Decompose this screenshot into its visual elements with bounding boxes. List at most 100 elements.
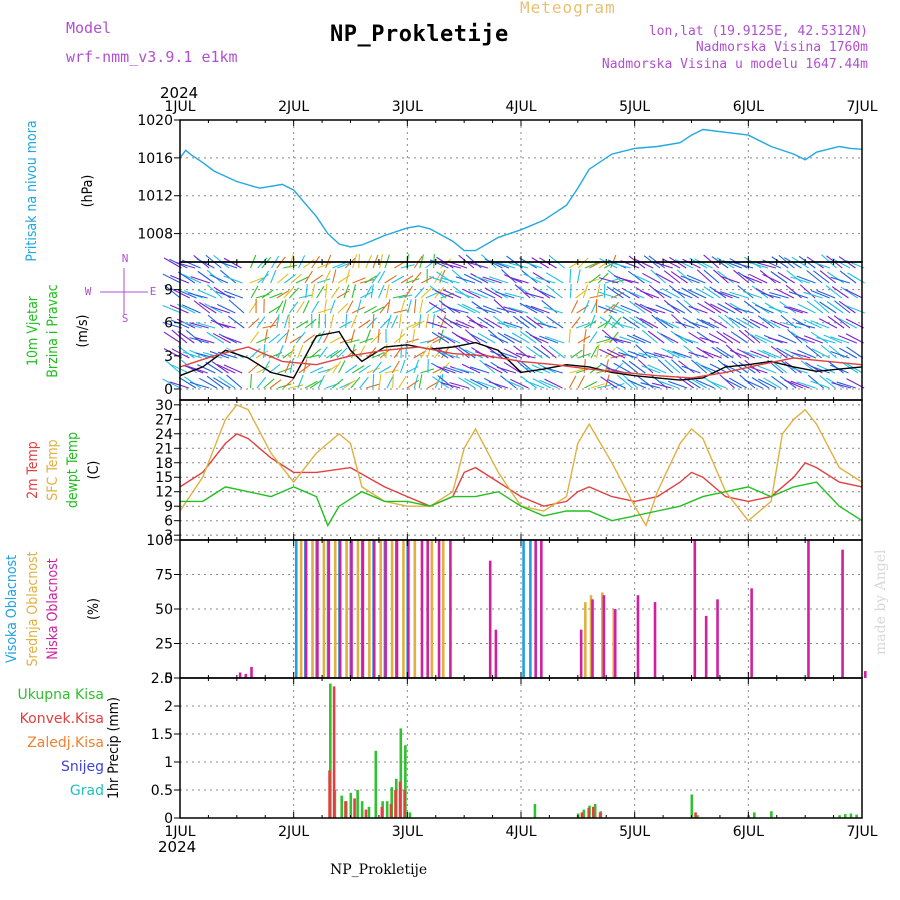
wind-barb (386, 314, 392, 329)
wind-barb (743, 275, 763, 284)
wind-barb (429, 276, 449, 284)
wind-barb (729, 317, 747, 329)
wind-barb (440, 382, 461, 389)
wind-barb (622, 316, 640, 329)
series-line-2-0 (179, 432, 863, 507)
wind-barb (458, 346, 476, 359)
compass-letter: E (150, 285, 157, 298)
wind-barb (290, 273, 303, 284)
wind-barb (508, 307, 529, 314)
wind-barb (461, 303, 481, 314)
wind-barb (755, 304, 774, 314)
wind-barb (743, 290, 763, 299)
wind-barb (633, 274, 652, 284)
wind-barb (729, 377, 747, 389)
model-label: Model (66, 19, 112, 37)
wind-barb (845, 333, 864, 344)
wind-barb (164, 359, 181, 374)
wind-barb (398, 314, 402, 329)
bar-4-1 (587, 807, 591, 818)
compass-letter: N (122, 252, 129, 265)
wind-barb (463, 273, 483, 284)
wind-barb (670, 271, 688, 284)
wind-barb (838, 318, 857, 329)
bar-3-0 (529, 540, 532, 678)
y-tick-label: 2 (164, 699, 173, 715)
bar-3-2 (384, 540, 387, 678)
wind-barb (619, 277, 639, 284)
wind-barb (618, 352, 638, 359)
y-tick-label: 1012 (137, 189, 173, 205)
wind-barb (504, 379, 524, 389)
panel-label: (C) (86, 461, 102, 480)
wind-barb (819, 301, 837, 314)
wind-barb (634, 258, 654, 269)
wind-barb (813, 299, 830, 314)
wind-barb (830, 276, 850, 284)
wind-barb (475, 276, 495, 284)
panel-label: Visoka Oblacnost (4, 555, 20, 663)
bar-3-2 (488, 560, 492, 678)
wind-barb (545, 272, 564, 284)
wind-barb (640, 382, 660, 389)
wind-barb (316, 285, 325, 299)
bar-3-2 (338, 540, 342, 678)
wind-barb (796, 275, 816, 284)
precip-legend-item: Ukupna Kisa (17, 687, 104, 703)
y-tick-label: 21 (155, 441, 173, 457)
bar-4-0 (582, 809, 586, 818)
wind-barb (748, 261, 769, 269)
wind-barb (228, 299, 245, 314)
wind-barb (420, 287, 432, 299)
label-layer: Pritisak na nivou mora (hPa) 10m Vjetar Brz… (4, 120, 156, 799)
wind-barb (256, 376, 267, 389)
wind-barb (695, 379, 715, 389)
wind-barb (742, 317, 761, 329)
panel-label: dewpt Temp (65, 432, 81, 508)
wind-barb (597, 384, 612, 389)
wind-barb (826, 377, 845, 389)
series-line-1-1 (179, 346, 863, 379)
wind-barb (584, 320, 597, 329)
wind-barb (284, 274, 296, 284)
wind-barb (379, 301, 390, 314)
wind-barb (652, 382, 672, 389)
wind-barb (826, 301, 844, 314)
x-tick-label-top: 3JUL (392, 99, 423, 115)
wind-barb (391, 315, 398, 329)
wind-barb (323, 299, 327, 314)
wind-barb (365, 329, 371, 344)
wind-barb (795, 335, 815, 344)
x-tick-label-top: 7JUL (846, 99, 877, 115)
wind-barb (661, 288, 680, 299)
wind-barb (438, 329, 444, 344)
wind-barb (810, 331, 829, 344)
y-tick-label: 1008 (137, 227, 173, 243)
wind-barb (599, 258, 618, 269)
wind-barb (770, 319, 790, 329)
wind-barb (531, 257, 550, 269)
wind-barb (182, 351, 203, 359)
wind-barb (711, 346, 729, 359)
bar-4-1 (389, 804, 393, 818)
y-tick-label: 6 (164, 514, 173, 530)
wind-barb (455, 290, 475, 299)
wind-barb (352, 277, 366, 284)
wind-barb (768, 306, 788, 314)
wind-barb (323, 330, 331, 344)
wind-barb (688, 305, 708, 314)
wind-barb (584, 261, 599, 269)
wind-barb (539, 335, 559, 344)
wind-barb (255, 350, 269, 359)
precip-legend-item: Zaledj.Kisa (27, 735, 104, 751)
model-elevation-info: Nadmorska Visina u modelu 1647.44m (601, 57, 868, 72)
wind-barb (477, 332, 496, 344)
wind-barb (637, 359, 654, 374)
wind-barb (492, 315, 510, 329)
wind-barb (571, 316, 581, 329)
wind-barb (433, 271, 443, 284)
wind-barb (182, 274, 202, 284)
wind-barb (269, 292, 283, 299)
wind-barb (639, 303, 659, 314)
wind-barb (364, 285, 373, 299)
